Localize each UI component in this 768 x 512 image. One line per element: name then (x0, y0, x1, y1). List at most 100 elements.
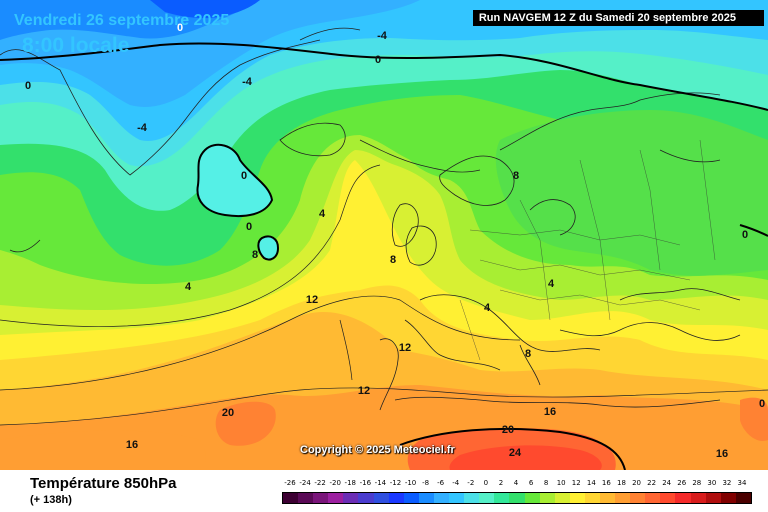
contour-label: 8 (251, 249, 259, 261)
contour-label: 0 (24, 80, 32, 92)
scale-tick-label: 18 (616, 479, 626, 487)
scale-tick-label: 16 (601, 479, 611, 487)
scale-swatch (313, 493, 329, 503)
scale-swatch (584, 493, 600, 503)
fill-20-east (740, 397, 768, 441)
scale-swatch (343, 493, 359, 503)
scale-swatch (403, 493, 419, 503)
fill-24 (449, 445, 602, 470)
lead-time: (+ 138h) (30, 494, 72, 506)
fill-m8 (150, 0, 260, 19)
scale-tick-label: -14 (374, 479, 387, 487)
scale-swatch (388, 493, 404, 503)
scale-swatch (645, 493, 661, 503)
contour-label: 8 (524, 348, 532, 360)
scale-tick-label: 8 (543, 479, 549, 487)
scale-tick-label: -20 (329, 479, 341, 487)
scale-tick-label: -4 (452, 479, 460, 487)
contour-label: 0 (758, 398, 766, 410)
forecast-local-time: 8:00 locale (22, 34, 130, 57)
forecast-date: Vendredi 26 septembre 2025 (14, 12, 230, 29)
scale-swatch (449, 493, 465, 503)
cold-pool-large (196, 143, 274, 218)
contour-label: 20 (501, 424, 515, 436)
fill-20-west (215, 401, 276, 446)
contour-label: 4 (318, 208, 326, 220)
scale-swatch (524, 493, 540, 503)
scale-tick-label: -18 (344, 479, 356, 487)
contour-label: 12 (398, 342, 412, 354)
borders (459, 139, 716, 361)
scale-swatch (554, 493, 570, 503)
contour-label: 4 (483, 302, 491, 314)
map-canvas (0, 0, 768, 470)
cold-pool-small (257, 235, 280, 261)
contour-label: 8 (512, 170, 520, 182)
scale-tick-label: 34 (737, 479, 747, 487)
scale-swatch (464, 493, 480, 503)
contour-label: 12 (357, 385, 371, 397)
scale-swatch (283, 493, 299, 503)
contour-label: 0 (374, 54, 382, 66)
coastlines (0, 27, 741, 411)
scale-tick-label: 14 (586, 479, 596, 487)
scale-swatch (479, 493, 495, 503)
scale-tick-label: -16 (359, 479, 372, 487)
model-run-label: Run NAVGEM 12 Z du Samedi 20 septembre 2… (472, 10, 764, 26)
contour-label: 0 (240, 170, 248, 182)
color-scale-legend: -26 -24 -22 -20 -18 -16 -14 -12 -10 -8 -6 -4 -2 0 2 4 6 8… (282, 470, 752, 512)
scale-tick-label: 32 (722, 479, 732, 487)
isotherms (0, 139, 768, 426)
contour-label: 0 (176, 22, 184, 34)
scale-tick-label: 4 (513, 479, 519, 487)
scale-swatch (569, 493, 585, 503)
scale-tick-label: -2 (467, 479, 475, 487)
scale-swatch (690, 493, 706, 503)
contour-label: 16 (125, 439, 139, 451)
scale-swatch (494, 493, 510, 503)
temperature-map: Vendredi 26 septembre 2025 8:00 locale R… (0, 0, 768, 470)
contour-label: 8 (389, 254, 397, 266)
scale-tick-label: 22 (647, 479, 657, 487)
contour-label: -4 (242, 76, 252, 88)
scale-swatch (615, 493, 631, 503)
parameter-title: Température 850hPa (30, 475, 177, 492)
contour-label: 0 (245, 221, 253, 233)
scale-tick-label: -6 (437, 479, 445, 487)
scale-tick-label: 10 (556, 479, 566, 487)
scale-tick-label: 20 (632, 479, 641, 487)
scale-swatch (298, 493, 314, 503)
contour-label: -4 (377, 30, 387, 42)
contour-label: -4 (137, 122, 147, 134)
scale-swatch (539, 493, 555, 503)
contour-label: 4 (547, 278, 555, 290)
contour-label: 12 (305, 294, 319, 306)
scale-tick-label: -22 (314, 479, 326, 487)
scale-tick-label: -10 (404, 479, 417, 487)
scale-swatch (433, 493, 450, 503)
scale-tick-label: 28 (692, 479, 702, 487)
scale-swatch (735, 493, 751, 503)
scale-tick-label: 26 (677, 479, 687, 487)
scale-tick-label: 6 (528, 479, 534, 487)
scale-swatch (373, 493, 389, 503)
scale-tick-label: -8 (422, 479, 430, 487)
contour-label: 4 (184, 281, 192, 293)
fill-18-sw (0, 430, 206, 470)
contour-label: 0 (741, 229, 749, 241)
scale-color-bar (282, 492, 752, 504)
contour-label: 20 (221, 407, 235, 419)
scale-tick-label: -24 (299, 479, 311, 487)
copyright-notice: Copyright © 2025 Meteociel.fr (300, 444, 455, 456)
contour-label: 16 (543, 406, 557, 418)
key-isotherms (0, 42, 768, 470)
scale-swatch (599, 493, 616, 503)
scale-swatch (630, 493, 646, 503)
scale-swatch (328, 493, 344, 503)
scale-swatch (418, 493, 434, 503)
scale-swatch (660, 493, 676, 503)
scale-swatch (509, 493, 525, 503)
scale-swatch (720, 493, 736, 503)
fill-east (495, 110, 768, 276)
scale-swatch (675, 493, 691, 503)
